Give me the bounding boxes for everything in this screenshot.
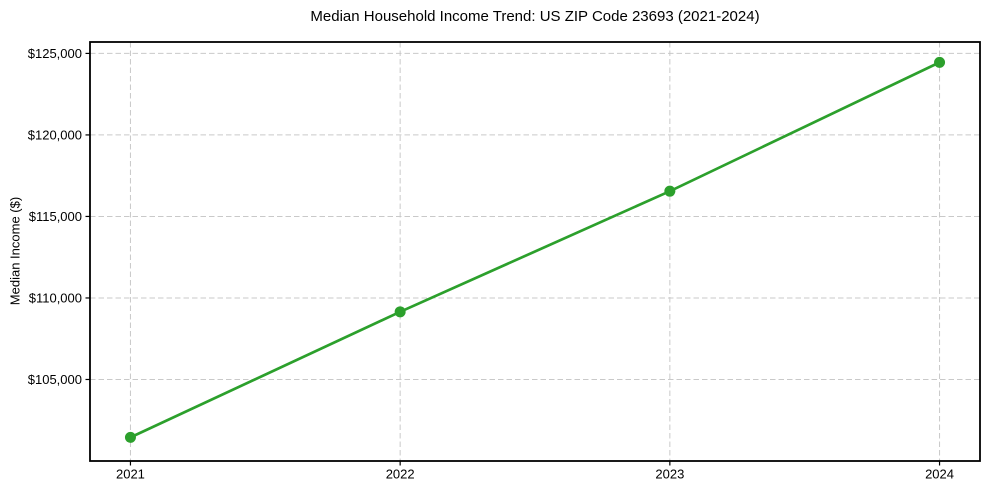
data-point-2021 (124, 431, 136, 443)
x-tick-label: 2023 (655, 467, 684, 482)
y-tick-label: $110,000 (29, 290, 82, 305)
y-tick-label: $105,000 (28, 372, 82, 387)
income-trend-line (129, 61, 941, 439)
data-point-2023 (664, 185, 676, 197)
data-point-2022 (394, 306, 406, 318)
x-tick-label: 2022 (386, 467, 415, 482)
chart-title: Median Household Income Trend: US ZIP Co… (310, 8, 760, 25)
data-point-2024 (934, 56, 946, 68)
y-tick-label: $125,000 (28, 46, 82, 61)
y-tick-label: $115,000 (29, 209, 82, 224)
x-tick-label: 2021 (116, 467, 145, 482)
x-tick-label: 2024 (925, 467, 954, 482)
plot-border (89, 41, 981, 462)
y-tick-label: $120,000 (28, 127, 82, 142)
